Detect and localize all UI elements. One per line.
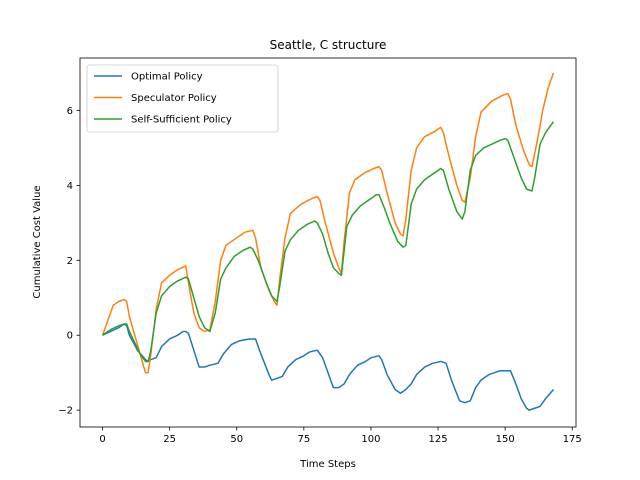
- x-tick-label: 175: [563, 434, 582, 445]
- series-line-1: [101, 72, 555, 374]
- x-tick-label: 100: [361, 434, 380, 445]
- legend-label-1: Speculator Policy: [131, 93, 217, 104]
- chart-title: Seattle, C structure: [270, 38, 387, 52]
- x-axis-label: Time Steps: [299, 459, 356, 470]
- legend-label-0: Optimal Policy: [131, 72, 203, 83]
- x-tick-label: 150: [496, 434, 515, 445]
- x-tick-label: 75: [297, 434, 310, 445]
- y-axis-label: Cumulative Cost Value: [32, 185, 43, 298]
- plot-area: [101, 72, 555, 411]
- legend-frame: [86, 64, 279, 133]
- axes: 0 25 50 75 100 125 150 175 −2 0 2 4 6: [58, 57, 582, 445]
- plot-frame: [79, 57, 577, 428]
- x-tick-label: 50: [230, 434, 243, 445]
- series-line-0: [102, 323, 555, 411]
- y-tick-label: 0: [67, 331, 73, 342]
- x-tick-label: 125: [428, 434, 447, 445]
- y-tick-label: −2: [58, 406, 73, 417]
- y-tick-label: 6: [67, 106, 73, 117]
- legend: Optimal Policy Speculator Policy Self-Suff…: [86, 64, 279, 133]
- y-tick-label: 2: [67, 256, 73, 267]
- series-line-2: [102, 121, 555, 363]
- x-tick-label: 0: [99, 434, 105, 445]
- x-tick-label: 25: [163, 434, 176, 445]
- legend-label-2: Self-Sufficient Policy: [131, 115, 232, 126]
- y-tick-label: 4: [67, 181, 73, 192]
